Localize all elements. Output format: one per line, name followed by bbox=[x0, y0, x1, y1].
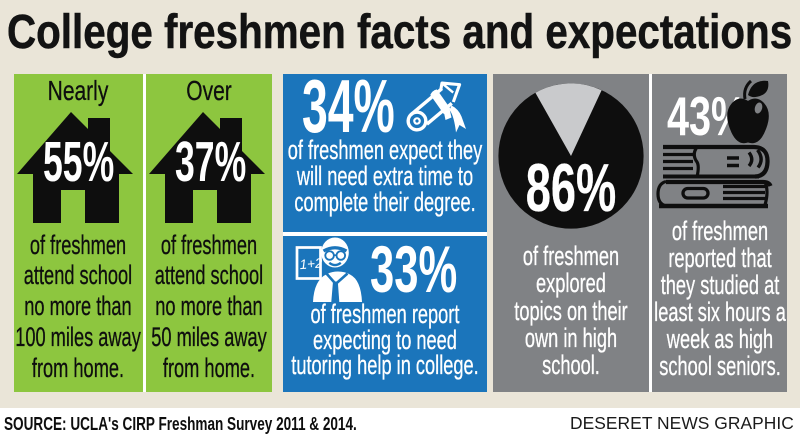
svg-text:1+2: 1+2 bbox=[299, 255, 323, 272]
